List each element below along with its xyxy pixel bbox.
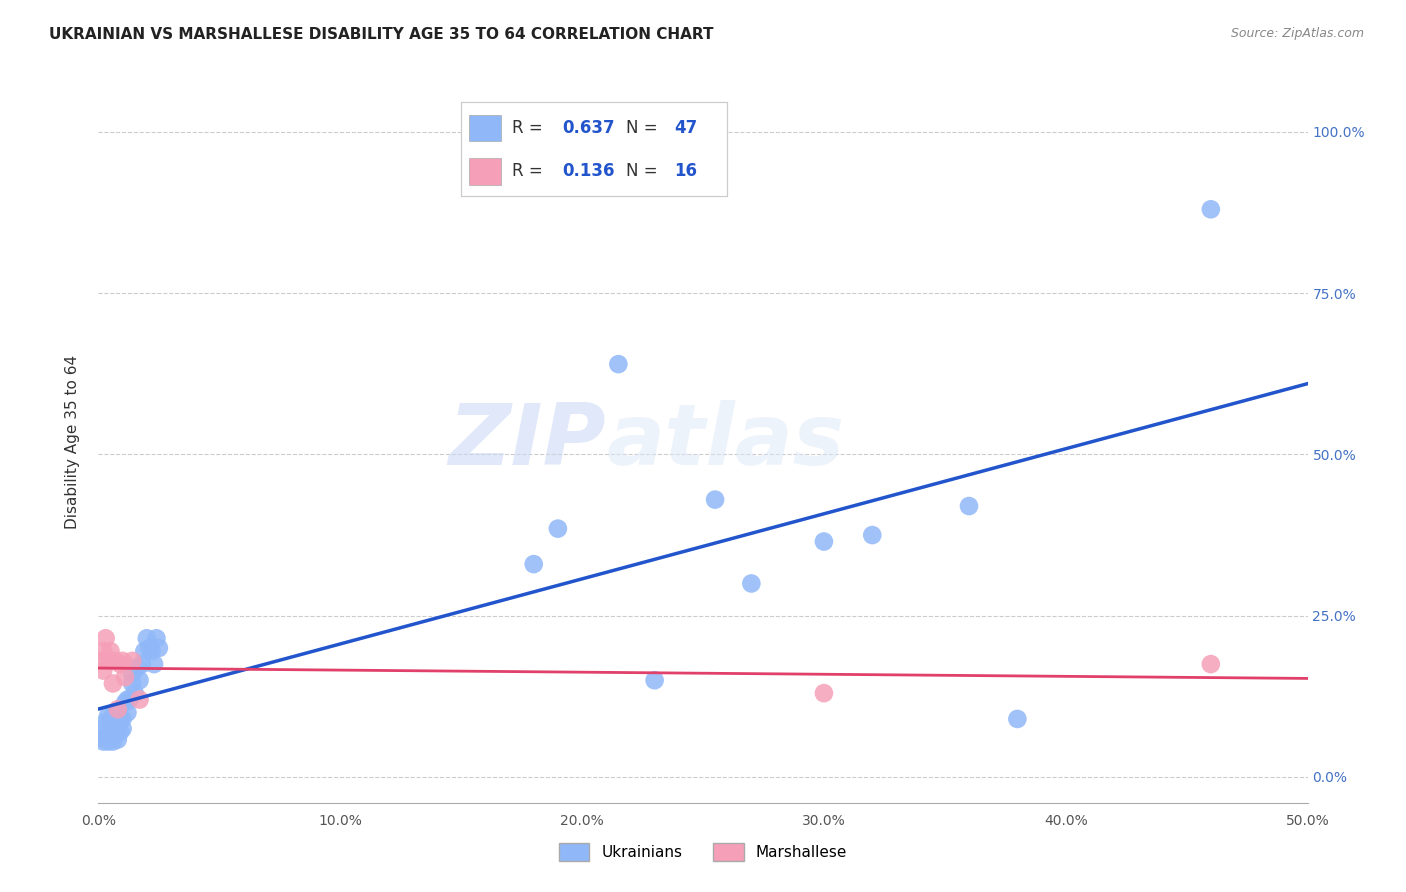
Point	[94, 632, 117, 646]
Point	[523, 557, 546, 571]
Point	[813, 534, 835, 549]
Point	[114, 696, 136, 710]
Point	[704, 492, 727, 507]
Point	[117, 706, 139, 720]
Text: atlas: atlas	[606, 400, 845, 483]
Text: UKRAINIAN VS MARSHALLESE DISABILITY AGE 35 TO 64 CORRELATION CHART: UKRAINIAN VS MARSHALLESE DISABILITY AGE …	[49, 27, 714, 42]
Point	[104, 726, 127, 740]
Point	[101, 734, 124, 748]
Point	[114, 670, 136, 684]
Point	[91, 734, 114, 748]
Point	[111, 712, 134, 726]
Point	[134, 644, 156, 658]
Text: Source: ZipAtlas.com: Source: ZipAtlas.com	[1230, 27, 1364, 40]
Point	[128, 692, 150, 706]
Point	[91, 664, 114, 678]
Legend: Ukrainians, Marshallese: Ukrainians, Marshallese	[553, 837, 853, 867]
Point	[90, 731, 112, 746]
Point	[108, 657, 131, 672]
Point	[97, 654, 120, 668]
Point	[91, 722, 114, 736]
Point	[108, 724, 131, 739]
Point	[97, 734, 120, 748]
Point	[1199, 657, 1222, 672]
Point	[148, 640, 170, 655]
Point	[127, 660, 149, 674]
Point	[1007, 712, 1029, 726]
Point	[107, 718, 129, 732]
Point	[1199, 202, 1222, 217]
Point	[100, 728, 122, 742]
Point	[101, 676, 124, 690]
Point	[740, 576, 762, 591]
Point	[91, 644, 114, 658]
Point	[145, 632, 167, 646]
Point	[117, 692, 139, 706]
Point	[100, 715, 122, 730]
Point	[547, 522, 569, 536]
Point	[104, 654, 127, 668]
Point	[860, 528, 883, 542]
Point	[128, 673, 150, 688]
Point	[813, 686, 835, 700]
Point	[135, 632, 157, 646]
Point	[101, 708, 124, 723]
Point	[94, 731, 117, 746]
Point	[94, 715, 117, 730]
Point	[121, 654, 143, 668]
Point	[107, 732, 129, 747]
Point	[124, 686, 146, 700]
Point	[143, 657, 166, 672]
Point	[644, 673, 666, 688]
Point	[141, 644, 163, 658]
Point	[90, 654, 112, 668]
Point	[131, 657, 153, 672]
Point	[121, 666, 143, 681]
Point	[121, 676, 143, 690]
Point	[111, 654, 134, 668]
Y-axis label: Disability Age 35 to 64: Disability Age 35 to 64	[65, 354, 80, 529]
Point	[104, 713, 127, 727]
Point	[97, 708, 120, 723]
Point	[107, 702, 129, 716]
Point	[118, 692, 141, 706]
Point	[111, 722, 134, 736]
Point	[108, 712, 131, 726]
Point	[607, 357, 630, 371]
Point	[957, 499, 980, 513]
Text: ZIP: ZIP	[449, 400, 606, 483]
Point	[138, 640, 160, 655]
Point	[100, 644, 122, 658]
